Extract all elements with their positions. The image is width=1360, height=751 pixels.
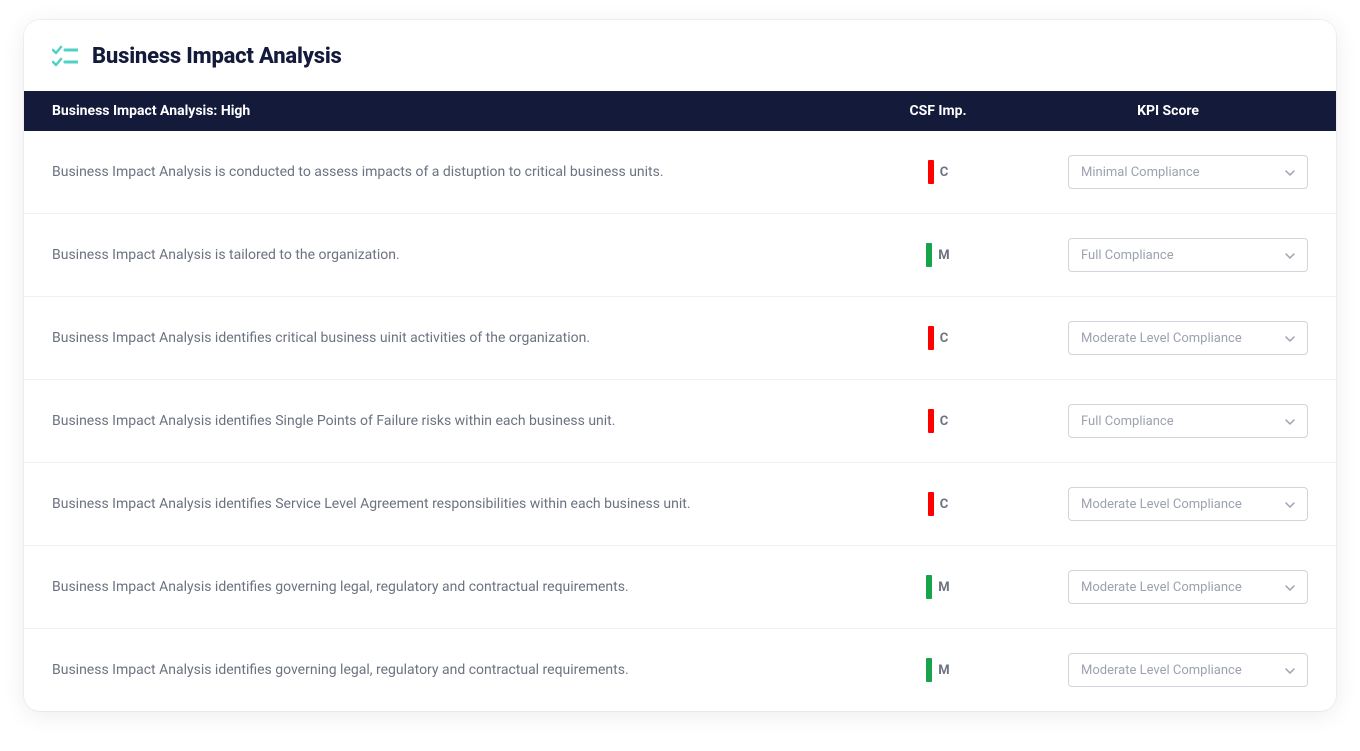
csf-bar-icon <box>926 575 932 599</box>
row-description: Business Impact Analysis is tailored to … <box>52 245 848 266</box>
kpi-cell: Moderate Level Compliance <box>1028 570 1308 604</box>
row-description: Business Impact Analysis identifies Serv… <box>52 494 848 515</box>
csf-label: C <box>940 497 949 512</box>
kpi-score-value: Moderate Level Compliance <box>1081 331 1242 346</box>
card-title: Business Impact Analysis <box>92 44 342 69</box>
chevron-down-icon <box>1285 497 1295 512</box>
csf-indicator: M <box>848 575 1028 599</box>
chevron-down-icon <box>1285 663 1295 678</box>
card-header: Business Impact Analysis <box>24 20 1336 91</box>
csf-label: C <box>940 414 949 429</box>
table-row: Business Impact Analysis identifies Serv… <box>24 463 1336 546</box>
kpi-score-select[interactable]: Moderate Level Compliance <box>1068 321 1308 355</box>
row-description: Business Impact Analysis identifies gove… <box>52 660 848 681</box>
csf-bar-icon <box>928 326 934 350</box>
kpi-score-select[interactable]: Moderate Level Compliance <box>1068 487 1308 521</box>
csf-bar-icon <box>928 492 934 516</box>
kpi-score-value: Moderate Level Compliance <box>1081 580 1242 595</box>
table-row: Business Impact Analysis identifies crit… <box>24 297 1336 380</box>
kpi-score-value: Minimal Compliance <box>1081 165 1200 180</box>
kpi-cell: Minimal Compliance <box>1028 155 1308 189</box>
column-header-csf: CSF Imp. <box>848 103 1028 119</box>
csf-label: M <box>938 663 949 678</box>
kpi-score-select[interactable]: Moderate Level Compliance <box>1068 653 1308 687</box>
csf-bar-icon <box>926 658 932 682</box>
kpi-cell: Full Compliance <box>1028 238 1308 272</box>
kpi-score-select[interactable]: Minimal Compliance <box>1068 155 1308 189</box>
csf-label: M <box>938 580 949 595</box>
row-description: Business Impact Analysis is conducted to… <box>52 162 848 183</box>
kpi-cell: Full Compliance <box>1028 404 1308 438</box>
table-row: Business Impact Analysis is tailored to … <box>24 214 1336 297</box>
table-row: Business Impact Analysis identifies Sing… <box>24 380 1336 463</box>
chevron-down-icon <box>1285 580 1295 595</box>
table-row: Business Impact Analysis identifies gove… <box>24 629 1336 711</box>
csf-indicator: C <box>848 326 1028 350</box>
csf-label: M <box>938 248 949 263</box>
kpi-cell: Moderate Level Compliance <box>1028 653 1308 687</box>
csf-indicator: M <box>848 243 1028 267</box>
csf-label: C <box>940 331 949 346</box>
csf-indicator: C <box>848 160 1028 184</box>
csf-bar-icon <box>926 243 932 267</box>
column-header-description: Business Impact Analysis: High <box>52 103 848 119</box>
csf-bar-icon <box>928 409 934 433</box>
csf-indicator: C <box>848 492 1028 516</box>
table-row: Business Impact Analysis identifies gove… <box>24 546 1336 629</box>
kpi-score-value: Full Compliance <box>1081 248 1174 263</box>
csf-label: C <box>940 165 949 180</box>
table-header: Business Impact Analysis: High CSF Imp. … <box>24 91 1336 131</box>
kpi-score-value: Full Compliance <box>1081 414 1174 429</box>
kpi-score-value: Moderate Level Compliance <box>1081 497 1242 512</box>
chevron-down-icon <box>1285 165 1295 180</box>
chevron-down-icon <box>1285 248 1295 263</box>
csf-indicator: M <box>848 658 1028 682</box>
kpi-score-select[interactable]: Moderate Level Compliance <box>1068 570 1308 604</box>
kpi-cell: Moderate Level Compliance <box>1028 321 1308 355</box>
column-header-kpi: KPI Score <box>1028 103 1308 119</box>
kpi-score-select[interactable]: Full Compliance <box>1068 404 1308 438</box>
row-description: Business Impact Analysis identifies gove… <box>52 577 848 598</box>
table-row: Business Impact Analysis is conducted to… <box>24 131 1336 214</box>
chevron-down-icon <box>1285 331 1295 346</box>
table-body: Business Impact Analysis is conducted to… <box>24 131 1336 711</box>
checklist-icon <box>52 45 78 69</box>
kpi-score-value: Moderate Level Compliance <box>1081 663 1242 678</box>
kpi-cell: Moderate Level Compliance <box>1028 487 1308 521</box>
kpi-score-select[interactable]: Full Compliance <box>1068 238 1308 272</box>
chevron-down-icon <box>1285 414 1295 429</box>
bia-card: Business Impact Analysis Business Impact… <box>24 20 1336 711</box>
csf-indicator: C <box>848 409 1028 433</box>
csf-bar-icon <box>928 160 934 184</box>
row-description: Business Impact Analysis identifies crit… <box>52 328 848 349</box>
row-description: Business Impact Analysis identifies Sing… <box>52 411 848 432</box>
